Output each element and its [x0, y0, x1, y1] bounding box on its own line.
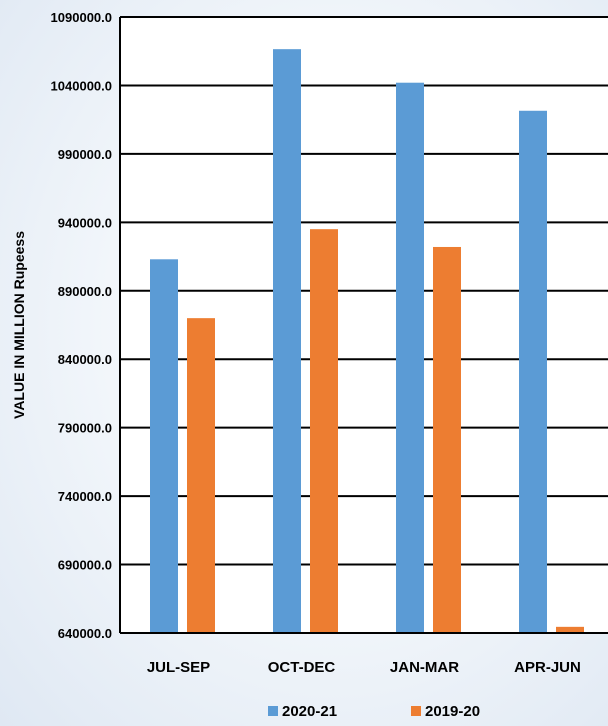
y-tick-label: 940000.0 — [58, 215, 112, 230]
bar-2020-21-JAN-MAR — [396, 83, 424, 633]
x-category-label: OCT-DEC — [268, 659, 336, 676]
legend-label: 2019-20 — [425, 703, 480, 720]
x-category-labels: JUL-SEP OCT-DEC JAN-MAR APR-JUN — [147, 659, 581, 676]
y-tick-label: 690000.0 — [58, 558, 112, 573]
x-category-label: APR-JUN — [514, 659, 581, 676]
bar-2019-20-JAN-MAR — [433, 247, 461, 633]
legend-label: 2020-21 — [282, 703, 337, 720]
legend-swatch — [268, 706, 278, 716]
y-tick-label: 740000.0 — [58, 489, 112, 504]
bar-2020-21-JUL-SEP — [150, 259, 178, 633]
y-axis-title: VALUE IN MILLION Rupeess — [11, 231, 27, 419]
x-category-label: JUL-SEP — [147, 659, 210, 676]
bar-2019-20-JUL-SEP — [187, 318, 215, 633]
y-tick-label: 890000.0 — [58, 284, 112, 299]
bar-2020-21-APR-JUN — [519, 111, 547, 633]
y-tick-label: 990000.0 — [58, 147, 112, 162]
y-tick-label: 640000.0 — [58, 626, 112, 641]
y-tick-label: 1040000.0 — [51, 78, 112, 93]
x-category-label: JAN-MAR — [390, 659, 459, 676]
legend-swatch — [411, 706, 421, 716]
y-tick-label: 1090000.0 — [51, 10, 112, 25]
legend: 2020-21 2019-20 — [268, 703, 480, 720]
y-tick-labels: 640000.0 690000.0 740000.0 790000.0 840000.0… — [51, 10, 112, 641]
bar-2019-20-OCT-DEC — [310, 229, 338, 633]
y-tick-label: 840000.0 — [58, 352, 112, 367]
bar-2020-21-OCT-DEC — [273, 49, 301, 633]
y-tick-label: 790000.0 — [58, 421, 112, 436]
